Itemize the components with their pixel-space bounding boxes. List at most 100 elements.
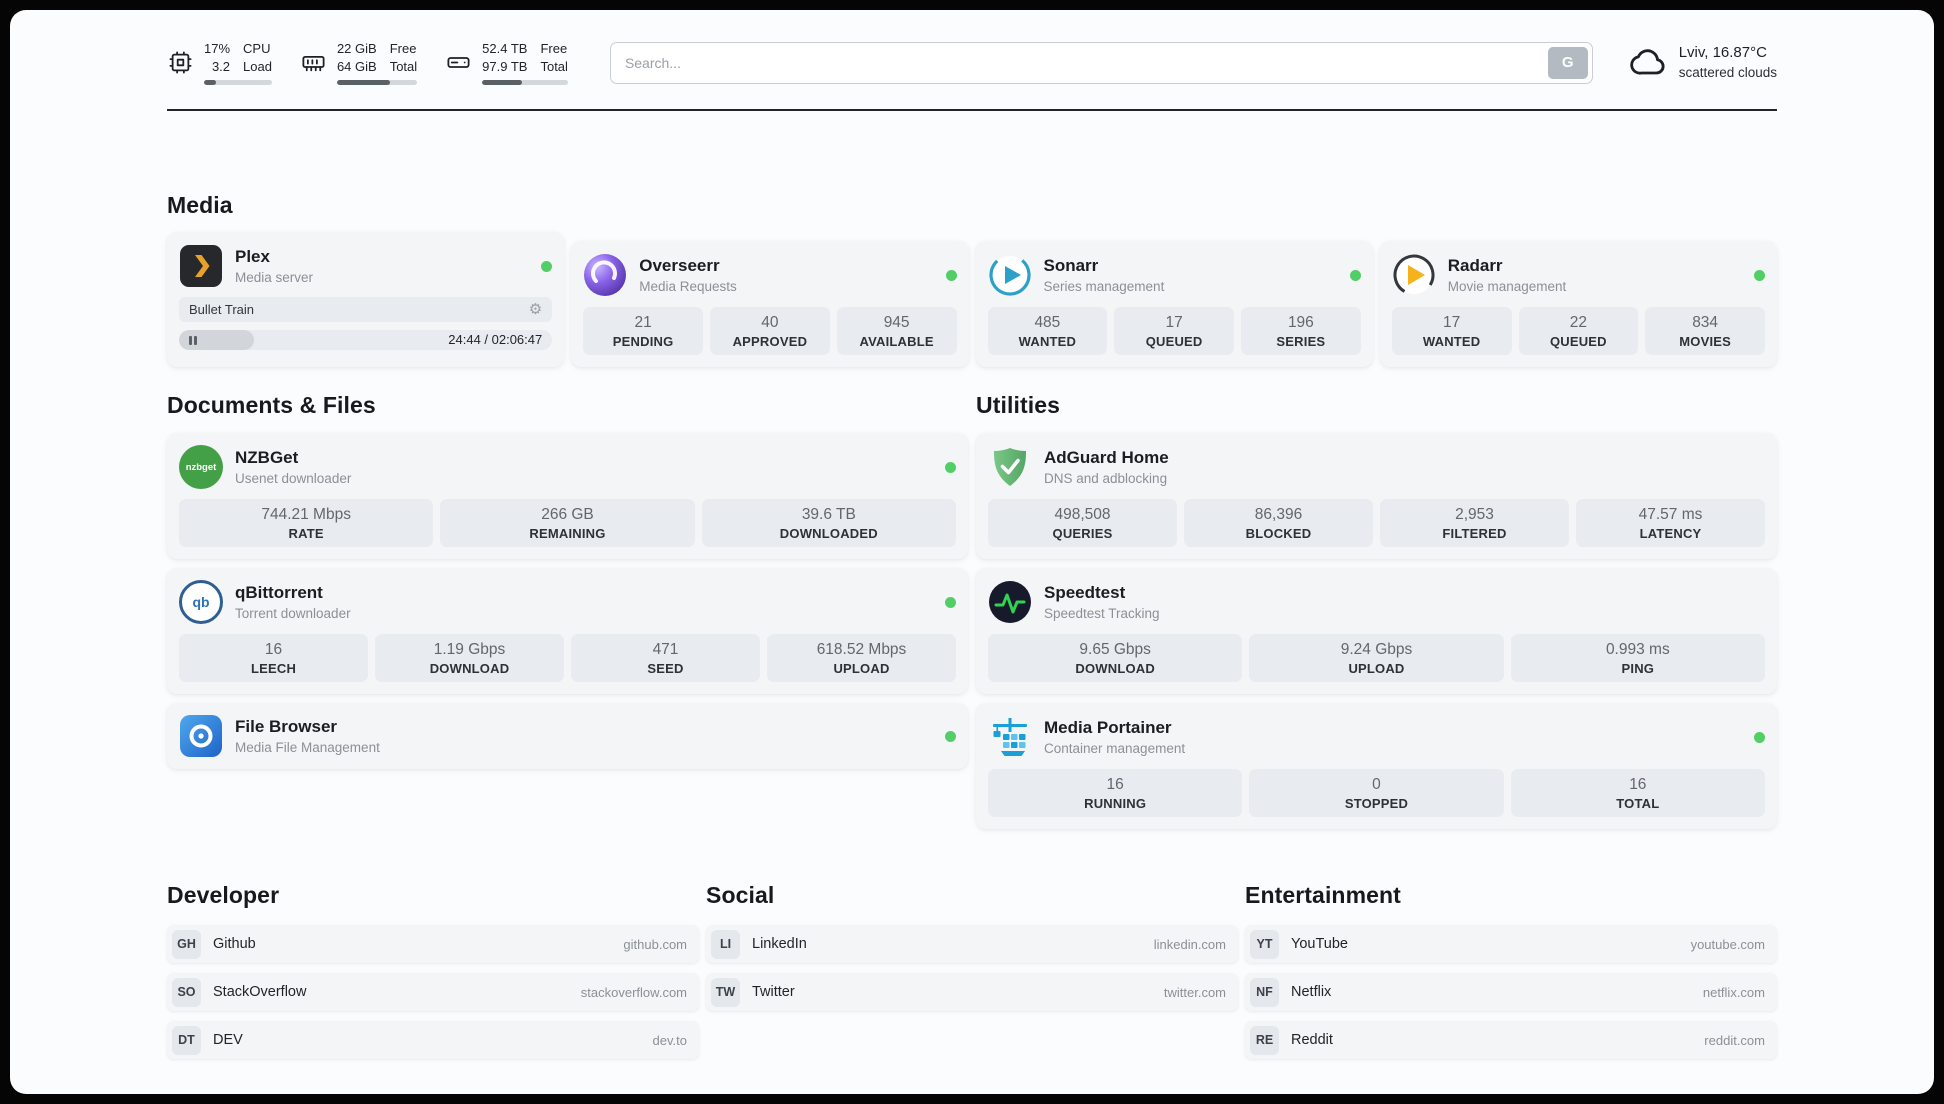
radarr-icon xyxy=(1392,253,1436,297)
pause-icon[interactable] xyxy=(189,335,192,345)
stat-blocked: 86,396 BLOCKED xyxy=(1184,499,1373,548)
middle-grid: Documents & Files nzbget NZBGet Usenet d… xyxy=(167,391,1777,830)
bookmark-name: Reddit xyxy=(1291,1032,1333,1049)
bookmark-name: StackOverflow xyxy=(213,984,307,1001)
developer-column: Developer GH Github github.com SO StackO… xyxy=(167,881,699,1060)
section-title-developer: Developer xyxy=(167,882,280,909)
bookmark-github[interactable]: GH Github github.com xyxy=(167,925,699,964)
player-row: 24:44 / 02:06:47 xyxy=(179,330,553,351)
stat-pending: 21 PENDING xyxy=(583,307,703,356)
app-card-filebrowser[interactable]: File Browser Media File Management xyxy=(167,703,968,770)
search-input[interactable] xyxy=(609,41,1593,84)
documents-column: Documents & Files nzbget NZBGet Usenet d… xyxy=(167,391,968,770)
stat-queued: 22 QUEUED xyxy=(1518,307,1639,356)
app-name: NZBGet xyxy=(235,448,299,468)
stat-upload: 618.52 Mbps UPLOAD xyxy=(767,634,956,683)
bookmark-url: linkedin.com xyxy=(1153,936,1226,952)
search-engine-button[interactable]: G xyxy=(1547,46,1588,79)
twitter-icon: TW xyxy=(711,977,740,1007)
disk-metric: 52.4 TB 97.9 TB Free Total xyxy=(445,40,568,86)
status-dot xyxy=(945,269,957,281)
bookmark-dev[interactable]: DT DEV dev.to xyxy=(167,1021,699,1060)
app-card-sonarr[interactable]: Sonarr Series management 485 WANTED 17 QUE… xyxy=(975,241,1373,368)
stat-leech: 16 LEECH xyxy=(179,634,368,683)
now-playing-bar: Bullet Train ⚙ xyxy=(179,297,553,323)
stackoverflow-icon: SO xyxy=(172,977,201,1007)
disk-total-label: Total xyxy=(540,58,568,74)
entertainment-column: Entertainment YT YouTube youtube.com NF … xyxy=(1245,881,1777,1060)
ram-total-value: 64 GiB xyxy=(336,58,377,74)
gear-icon[interactable]: ⚙ xyxy=(528,301,543,319)
stat-wanted: 17 WANTED xyxy=(1391,307,1512,356)
stat-download: 1.19 Gbps DOWNLOAD xyxy=(375,634,564,683)
status-dot xyxy=(945,730,956,742)
bookmark-reddit[interactable]: RE Reddit reddit.com xyxy=(1245,1021,1777,1060)
ram-metric: 22 GiB 64 GiB Free Total xyxy=(300,40,418,86)
dashboard-page: 17% 3.2 CPU Load xyxy=(10,10,1934,1094)
app-name: File Browser xyxy=(235,717,338,737)
app-card-qbittorrent[interactable]: qb qBittorrent Torrent downloader 16 LEEC… xyxy=(167,568,968,695)
bookmarks-grid: Developer GH Github github.com SO StackO… xyxy=(167,881,1777,1060)
ram-progress-bar xyxy=(336,80,418,86)
nzbget-icon: nzbget xyxy=(179,445,223,490)
section-title-entertainment: Entertainment xyxy=(1245,882,1401,909)
app-card-plex[interactable]: Plex Media server Bullet Train ⚙ 24:44 /… xyxy=(167,232,565,368)
section-title-documents: Documents & Files xyxy=(167,392,376,419)
header-divider xyxy=(167,109,1777,112)
playback-time: 24:44 / 02:06:47 xyxy=(448,332,543,348)
section-title-utilities: Utilities xyxy=(976,392,1060,419)
app-name: Plex xyxy=(235,247,270,267)
bookmark-youtube[interactable]: YT YouTube youtube.com xyxy=(1245,925,1777,964)
weather-location: Lviv, 16.87°C xyxy=(1678,44,1767,62)
app-name: Media Portainer xyxy=(1044,718,1172,738)
bookmark-netflix[interactable]: NF Netflix netflix.com xyxy=(1245,973,1777,1012)
app-card-portainer[interactable]: Media Portainer Container management 16 R… xyxy=(976,703,1777,830)
app-name: Radarr xyxy=(1447,256,1503,276)
stat-latency: 47.57 ms LATENCY xyxy=(1576,499,1765,548)
app-subtitle: Usenet downloader xyxy=(235,471,352,487)
bookmark-name: LinkedIn xyxy=(752,936,807,953)
media-grid: Plex Media server Bullet Train ⚙ 24:44 /… xyxy=(167,232,1777,368)
bookmark-name: YouTube xyxy=(1291,936,1348,953)
bookmark-url: youtube.com xyxy=(1690,936,1765,952)
playback-progress[interactable] xyxy=(179,330,553,351)
stat-rate: 744.21 Mbps RATE xyxy=(179,499,434,548)
bookmark-url: netflix.com xyxy=(1702,984,1765,1000)
disk-free-label: Free xyxy=(540,41,568,56)
status-dot xyxy=(541,260,553,272)
stat-seed: 471 SEED xyxy=(571,634,760,683)
disk-icon xyxy=(447,57,470,68)
stat-approved: 40 APPROVED xyxy=(710,307,830,356)
cpu-metric-body: 17% 3.2 CPU Load xyxy=(204,40,272,86)
app-card-speedtest[interactable]: Speedtest Speedtest Tracking 9.65 Gbps DO… xyxy=(976,568,1777,695)
overseerr-icon xyxy=(583,253,627,297)
bookmark-url: dev.to xyxy=(652,1032,687,1048)
cpu-load-value: 3.2 xyxy=(211,58,231,74)
app-subtitle: Media File Management xyxy=(235,740,380,756)
app-name: qBittorrent xyxy=(235,583,323,603)
disk-progress-bar xyxy=(482,80,568,86)
app-subtitle: Media server xyxy=(235,270,314,286)
cpu-progress-bar xyxy=(204,80,272,86)
bookmark-name: DEV xyxy=(213,1032,243,1049)
app-subtitle: DNS and adblocking xyxy=(1044,471,1168,487)
weather-widget: Lviv, 16.87°C scattered clouds xyxy=(1629,43,1777,83)
app-card-nzbget[interactable]: nzbget NZBGet Usenet downloader 744.21 M… xyxy=(167,433,968,560)
app-card-adguard[interactable]: AdGuard Home DNS and adblocking 498,508 Q… xyxy=(976,433,1777,560)
app-name: Speedtest xyxy=(1044,583,1126,603)
cloud-icon xyxy=(1629,48,1665,75)
bookmark-stackoverflow[interactable]: SO StackOverflow stackoverflow.com xyxy=(167,973,699,1012)
stat-downloaded: 39.6 TB DOWNLOADED xyxy=(701,499,956,548)
stat-upload: 9.24 Gbps UPLOAD xyxy=(1249,634,1504,683)
bookmark-twitter[interactable]: TW Twitter twitter.com xyxy=(706,973,1238,1012)
bookmark-url: twitter.com xyxy=(1163,984,1226,1000)
ram-metric-body: 22 GiB 64 GiB Free Total xyxy=(336,40,418,86)
bookmark-linkedin[interactable]: LI LinkedIn linkedin.com xyxy=(706,925,1238,964)
stat-queued: 17 QUEUED xyxy=(1114,307,1234,356)
app-card-overseerr[interactable]: Overseerr Media Requests 21 PENDING 40 APP… xyxy=(571,241,969,368)
app-card-radarr[interactable]: Radarr Movie management 17 WANTED 22 QUEUE… xyxy=(1379,241,1777,368)
stat-queries: 498,508 QUERIES xyxy=(988,499,1177,548)
ram-free-label: Free xyxy=(389,41,417,56)
stat-series: 196 SERIES xyxy=(1241,307,1361,356)
status-dot xyxy=(1754,731,1765,743)
